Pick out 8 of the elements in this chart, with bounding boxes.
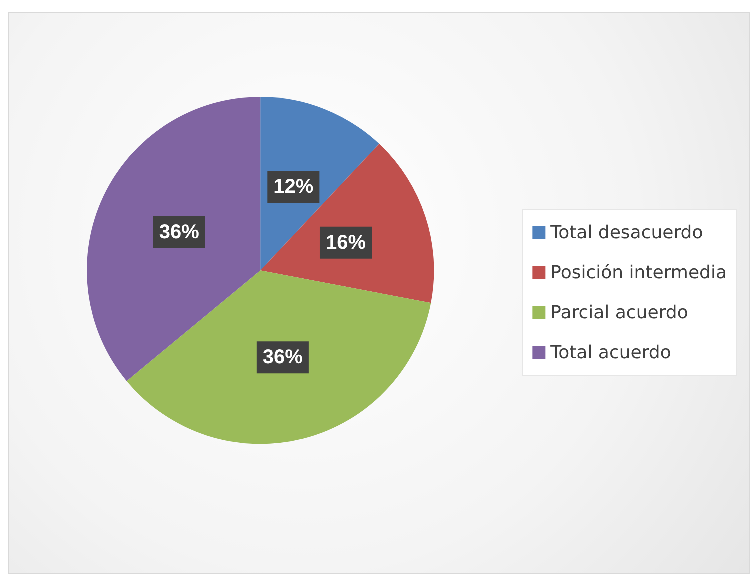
data-label: 16% — [326, 232, 366, 254]
legend-label: Total acuerdo — [550, 342, 672, 364]
data-label: 36% — [262, 346, 304, 369]
data-label: 12% — [274, 176, 314, 198]
legend-label: Total desacuerdo — [550, 222, 704, 244]
data-label: 36% — [159, 221, 200, 244]
legend-label: Posición intermedia — [550, 262, 728, 284]
legend-label: Parcial acuerdo — [550, 302, 688, 324]
